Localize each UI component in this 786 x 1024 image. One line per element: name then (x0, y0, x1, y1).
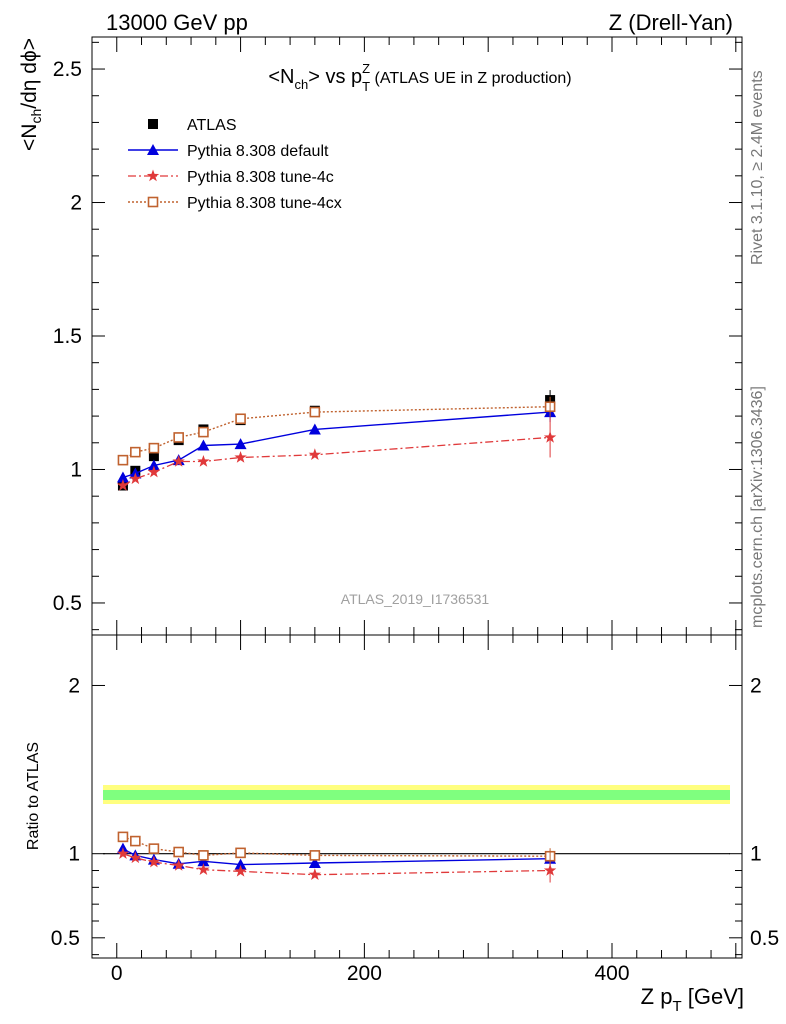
ratio-point-default (234, 858, 247, 870)
x-tick-label: 0 (111, 962, 123, 985)
data-point-tune4cx (130, 446, 141, 458)
legend-label-default: Pythia 8.308 default (187, 143, 329, 160)
main-y-tick-label: 2 (70, 192, 82, 215)
main-axis-ticks: 0.5 1 1.5 2 2.5 (53, 37, 742, 635)
data-point-tune4cx (235, 413, 246, 425)
data-point-tune4c (234, 450, 247, 463)
ratio-point-tune4cx (148, 843, 160, 854)
ratio-point-tune4cx (130, 835, 141, 847)
x-tick-label: 200 (347, 962, 382, 985)
data-point-default (234, 438, 247, 450)
data-point-tune4c (197, 454, 210, 467)
ratio-y-tick-label-right: 2 (750, 674, 762, 697)
ratio-point-default (308, 856, 321, 868)
legend-marker-atlas (148, 119, 158, 129)
ratio-point-tune4c (172, 858, 185, 871)
ratio-y-tick-label-right: 1 (750, 843, 762, 866)
main-title: <Nch> vs pTZ (ATLAS UE in Z production) (268, 61, 571, 94)
data-point-default (116, 471, 129, 483)
ratio-y-tick-label-right: 0.5 (750, 927, 779, 950)
ratio-point-tune4cx (173, 846, 184, 858)
ratio-band-inner (103, 790, 730, 800)
ratio-point-tune4cx (117, 831, 129, 843)
series-line-tune4cx (122, 406, 551, 461)
legend-marker-tune4c (146, 169, 160, 182)
data-point-tune4cx (148, 442, 160, 454)
main-y-tick-label: 2.5 (53, 58, 82, 81)
ratio-point-tune4cx (235, 847, 246, 859)
header-left: 13000 GeV pp (106, 10, 248, 35)
ratio-point-tune4cx (309, 850, 321, 861)
data-point-tune4c (116, 479, 130, 491)
ratio-data-marks (103, 831, 730, 883)
data-point-default (147, 459, 160, 471)
main-y-tick-label: 1 (70, 458, 82, 481)
ratio-y-tick-label: 0.5 (51, 927, 80, 950)
data-point-tune4cx (173, 432, 184, 443)
series-line-default (122, 411, 551, 479)
data-point-atlas (148, 451, 159, 462)
main-y-tick-label: 0.5 (53, 592, 82, 615)
ratio-point-tune4c (147, 855, 161, 868)
analysis-id: ATLAS_2019_I1736531 (341, 591, 490, 607)
main-y-axis-label: <Nch/dη dϕ> (18, 38, 44, 151)
ratio-point-tune4c (116, 847, 130, 859)
mcplots-label: mcplots.cern.ch [arXiv:1306.3436] (749, 386, 766, 628)
data-point-tune4cx (198, 426, 209, 438)
ratio-y-tick-label: 1 (68, 843, 80, 866)
ratio-panel: 0.5 0.5 1 1 2 2 0 200 400 Ratio to ATLAS Z pT [G… (25, 634, 779, 1015)
legend: ATLAS Pythia 8.308 default Pythia 8.308 tu… (128, 117, 342, 212)
ratio-point-default (197, 855, 210, 867)
ratio-panel-frame (91, 634, 743, 959)
data-point-tune4c (147, 465, 161, 478)
ratio-point-tune4c (234, 864, 247, 877)
legend-label-atlas: ATLAS (187, 117, 237, 134)
main-data-marks (116, 390, 557, 491)
data-point-tune4c (172, 454, 185, 467)
data-point-default (197, 439, 210, 451)
legend-marker-tune4cx (147, 196, 159, 208)
ratio-point-tune4c (197, 863, 210, 875)
data-point-tune4cx (309, 406, 321, 418)
data-point-default (308, 423, 321, 435)
legend-label-tune4cx: Pythia 8.308 tune-4cx (187, 195, 342, 212)
data-point-tune4c (129, 472, 142, 485)
legend-label-tune4c: Pythia 8.308 tune-4c (187, 169, 334, 186)
ratio-point-tune4cx (198, 850, 209, 861)
x-axis-label: Z pT [GeV] (641, 984, 744, 1015)
ratio-y-tick-label: 2 (68, 674, 80, 697)
ratio-point-tune4c (308, 868, 322, 880)
main-panel: 0.5 1 1.5 2 2.5 <Nch> vs pTZ (ATLAS UE in Z … (18, 36, 743, 636)
main-y-tick-label: 1.5 (53, 325, 82, 348)
ratio-line-tune4c (122, 853, 551, 876)
data-point-tune4cx (117, 454, 129, 466)
header-right: Z (Drell-Yan) (609, 10, 733, 35)
ratio-y-axis-label: Ratio to ATLAS (25, 742, 42, 850)
data-point-tune4c (308, 448, 322, 461)
ratio-point-tune4c (129, 851, 142, 864)
series-line-tune4c (122, 436, 551, 487)
ratio-axis-ticks: 0.5 0.5 1 1 2 2 0 200 400 (51, 635, 779, 985)
x-tick-label: 400 (594, 962, 629, 985)
legend-marker-default (147, 144, 159, 155)
rivet-label: Rivet 3.1.10, ≥ 2.4M events (749, 70, 766, 265)
